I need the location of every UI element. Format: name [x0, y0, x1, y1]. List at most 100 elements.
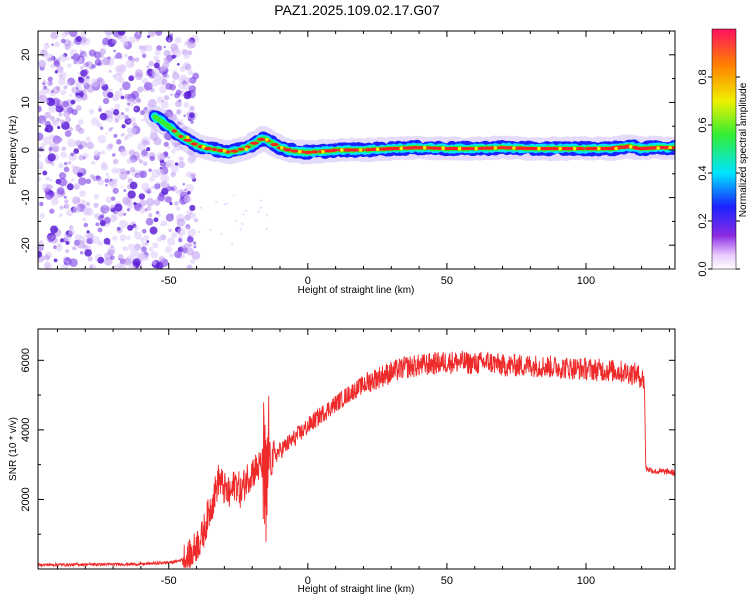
- noise-blob: [123, 189, 127, 193]
- noise-blob: [56, 186, 65, 195]
- noise-blob: [40, 65, 44, 68]
- noise-blob: [146, 240, 150, 243]
- noise-blob: [76, 240, 86, 249]
- ridge-hotspot: [558, 146, 562, 151]
- noise-blob: [157, 213, 162, 218]
- noise-blob: [86, 84, 95, 93]
- noise-blob: [135, 97, 141, 102]
- noise-blob: [69, 31, 78, 38]
- noise-blob: [183, 114, 186, 118]
- noise-blob: [59, 54, 67, 63]
- noise-blob: [80, 31, 87, 37]
- noise-blob: [183, 194, 192, 204]
- noise-blob: [168, 228, 172, 233]
- noise-blob: [45, 99, 49, 104]
- noise-blob: [166, 183, 170, 186]
- noise-blob: [116, 262, 122, 269]
- noise-blob: [72, 53, 81, 62]
- noise-blob: [108, 69, 112, 73]
- noise-blob: [122, 196, 131, 205]
- noise-blob: [102, 97, 110, 105]
- noise-blob: [163, 49, 171, 57]
- ridge-hotspot: [656, 146, 660, 150]
- spectrogram-axes: -50 0 50 100 -20 -10 0 10 20: [20, 30, 675, 287]
- noise-blob: [144, 81, 153, 91]
- noise-blob: [93, 194, 100, 200]
- noise-blob: [188, 118, 192, 122]
- noise-blob: [77, 171, 83, 178]
- noise-blob: [130, 249, 139, 258]
- noise-blob: [50, 115, 55, 121]
- noise-blob: [96, 122, 102, 128]
- noise-blob: [133, 201, 137, 206]
- noise-blob: [38, 176, 42, 182]
- noise-blob: [83, 222, 89, 228]
- noise-blob: [160, 100, 169, 109]
- noise-blob: [123, 53, 128, 58]
- noise-blob: [77, 119, 84, 125]
- noise-blob: [160, 223, 163, 226]
- noise-blob: [123, 212, 127, 216]
- noise-blob: [186, 264, 193, 269]
- noise-blob: [78, 177, 87, 186]
- noise-blob: [38, 105, 42, 113]
- ridge-hotspot: [668, 145, 672, 150]
- ridge-core-segment: [250, 141, 259, 145]
- noise-blob: [58, 177, 68, 187]
- noise-blob: [178, 161, 185, 169]
- noise-blob: [66, 183, 74, 191]
- snr-series-line: [38, 350, 675, 568]
- spectrogram-ytick-label: -20: [20, 237, 32, 253]
- noise-blob: [114, 90, 123, 99]
- noise-blob: [137, 86, 144, 93]
- ridge-hotspot: [201, 145, 206, 149]
- noise-blob: [120, 149, 128, 157]
- noise-blob: [169, 84, 176, 91]
- noise-blob: [82, 152, 89, 159]
- colorbar-tick-label: 0.4: [697, 165, 709, 180]
- noise-blob: [174, 162, 179, 166]
- ridge-core-segment: [230, 149, 239, 153]
- noise-blob: [97, 178, 105, 186]
- noise-blob: [175, 190, 179, 194]
- noise-blob: [175, 100, 182, 108]
- noise-blob: [107, 44, 111, 47]
- noise-blob: [147, 98, 157, 108]
- noise-blob: [64, 130, 72, 137]
- noise-blob: [42, 170, 48, 176]
- noise-blob: [129, 181, 138, 190]
- noise-blob: [75, 125, 82, 132]
- noise-blob: [74, 95, 82, 103]
- noise-blob: [150, 250, 159, 259]
- noise-blob: [186, 226, 189, 229]
- noise-blob: [188, 243, 193, 248]
- noise-blob: [177, 156, 185, 163]
- snr-xtick-label: 50: [441, 575, 453, 587]
- noise-blob: [167, 145, 171, 150]
- noise-blob: [197, 230, 201, 234]
- noise-blob: [190, 120, 194, 124]
- noise-blob: [110, 107, 115, 112]
- noise-blob: [170, 93, 173, 97]
- noise-blob: [129, 168, 133, 171]
- noise-blob: [154, 49, 161, 56]
- ridge-core-segment: [283, 148, 292, 152]
- noise-blob: [235, 219, 238, 222]
- ridge-core-segment: [330, 148, 339, 152]
- noise-blob: [178, 81, 186, 90]
- ridge-hotspot: [321, 149, 325, 154]
- noise-blob: [112, 187, 119, 194]
- noise-blob: [139, 206, 146, 214]
- noise-blob: [70, 99, 76, 105]
- noise-blob: [242, 213, 245, 216]
- noise-blob: [44, 111, 52, 119]
- noise-blob: [47, 153, 56, 162]
- noise-blob: [126, 158, 133, 164]
- noise-blob: [148, 213, 153, 218]
- ridge-core-segment: [303, 150, 313, 154]
- noise-blob: [63, 174, 67, 178]
- ridge-hotspot: [185, 135, 190, 140]
- noise-blob: [103, 216, 111, 224]
- noise-blob: [139, 170, 148, 179]
- noise-blob: [64, 161, 68, 166]
